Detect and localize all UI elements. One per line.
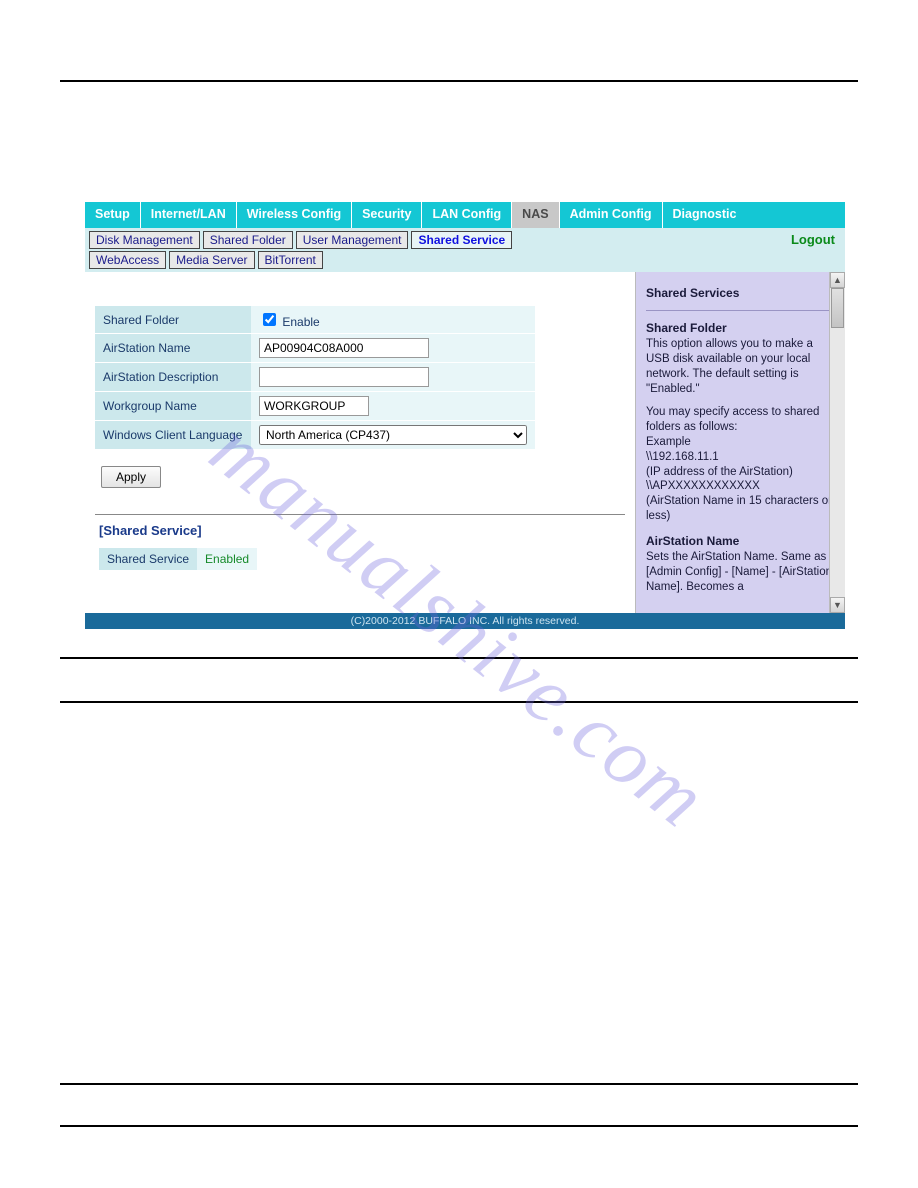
subtab-disk-management[interactable]: Disk Management [89,231,200,249]
router-admin-panel: Setup Internet/LAN Wireless Config Secur… [85,202,845,629]
status-row: Shared Service Enabled [99,548,257,570]
scroll-up-icon[interactable]: ▲ [830,272,845,288]
subtab-webaccess[interactable]: WebAccess [89,251,166,269]
tab-diagnostic[interactable]: Diagnostic [663,202,747,228]
tab-lan-config[interactable]: LAN Config [422,202,512,228]
sub-tab-row-2: WebAccess Media Server BitTorrent [85,251,845,272]
content-area: Shared Folder Enable AirStation Name [85,272,845,613]
mid-rule-1 [60,657,858,659]
scroll-track[interactable] [830,288,845,597]
workgroup-input[interactable] [259,396,369,416]
tab-wireless-config[interactable]: Wireless Config [237,202,352,228]
tab-setup[interactable]: Setup [85,202,141,228]
help-scrollbar[interactable]: ▲ ▼ [829,272,845,613]
tab-nas[interactable]: NAS [512,202,559,228]
tab-security[interactable]: Security [352,202,422,228]
status-label: Shared Service [99,548,197,570]
section-divider [95,514,625,515]
airstation-name-input[interactable] [259,338,429,358]
help-p3: Sets the AirStation Name. Same as [Admin… [646,550,835,595]
help-h2: AirStation Name [646,534,835,548]
enable-checkbox[interactable] [263,313,276,326]
help-title: Shared Services [646,286,835,300]
subtab-media-server[interactable]: Media Server [169,251,254,269]
shared-service-form: Shared Folder Enable AirStation Name [95,306,535,450]
form-panel: Shared Folder Enable AirStation Name [85,272,635,613]
help-p1: This option allows you to make a USB dis… [646,337,835,397]
logout-link[interactable]: Logout [791,232,835,247]
footer-copyright: (C)2000-2012 BUFFALO INC. All rights res… [85,613,845,629]
enable-label: Enable [282,315,319,329]
subtab-shared-service[interactable]: Shared Service [411,231,512,249]
bottom-rule-1 [60,1083,858,1085]
apply-button[interactable]: Apply [101,466,161,488]
airstation-desc-label: AirStation Description [95,363,251,392]
main-tab-bar: Setup Internet/LAN Wireless Config Secur… [85,202,845,228]
help-h1: Shared Folder [646,321,835,335]
help-p2: You may specify access to shared folders… [646,405,835,525]
scroll-down-icon[interactable]: ▼ [830,597,845,613]
help-divider [646,310,835,311]
bottom-rule-2 [60,1125,858,1127]
subtab-shared-folder[interactable]: Shared Folder [203,231,293,249]
subtab-user-management[interactable]: User Management [296,231,409,249]
shared-folder-label: Shared Folder [95,306,251,334]
top-rule [60,80,858,82]
winlang-select[interactable]: North America (CP437) [259,425,527,445]
tab-internet-lan[interactable]: Internet/LAN [141,202,237,228]
airstation-desc-input[interactable] [259,367,429,387]
airstation-name-label: AirStation Name [95,334,251,363]
subtab-bittorrent[interactable]: BitTorrent [258,251,323,269]
sub-tab-row-1: Disk Management Shared Folder User Manag… [85,228,845,251]
help-panel: Shared Services Shared Folder This optio… [635,272,845,613]
status-value: Enabled [197,548,257,570]
winlang-label: Windows Client Language [95,421,251,450]
shared-service-heading: [Shared Service] [99,523,625,538]
tab-admin-config[interactable]: Admin Config [560,202,663,228]
mid-rule-2 [60,701,858,703]
workgroup-label: Workgroup Name [95,392,251,421]
scroll-thumb[interactable] [831,288,844,328]
